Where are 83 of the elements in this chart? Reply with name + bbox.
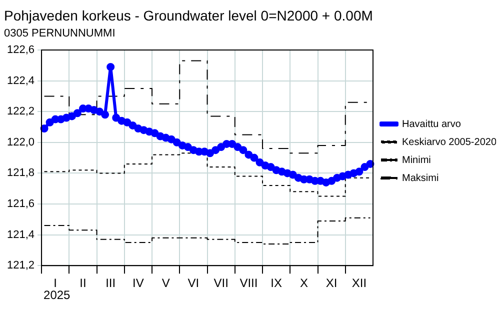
point xyxy=(328,176,336,185)
point xyxy=(283,169,292,178)
point xyxy=(310,176,319,185)
legend-label: Minimi xyxy=(402,154,431,166)
point xyxy=(118,116,126,125)
y-tick-label: 122,0 xyxy=(6,136,35,148)
point xyxy=(172,138,181,146)
x-tick-label: II xyxy=(80,276,86,290)
point xyxy=(212,146,220,154)
point xyxy=(338,172,347,180)
y-tick-label: 122,6 xyxy=(6,44,35,56)
point xyxy=(322,178,330,186)
point xyxy=(162,134,170,142)
point xyxy=(355,168,364,176)
legend-label: Keskiarvo 2005-2020 xyxy=(402,136,497,148)
y-tick-label: 121,8 xyxy=(6,167,35,180)
point xyxy=(62,114,70,122)
x-tick-label: VIII xyxy=(240,276,258,290)
y-tick-label: 122,4 xyxy=(6,74,35,87)
x-tick-label: VI xyxy=(188,276,200,290)
x-tick-label: V xyxy=(162,276,170,290)
point xyxy=(73,109,82,118)
point xyxy=(40,124,48,133)
point xyxy=(51,115,60,124)
chart-subtitle: 0305 PERNUNNUMMI xyxy=(4,27,116,40)
x-tick-label: XI xyxy=(326,276,338,290)
chart-title: Pohjaveden korkeus - Groundwater level 0=N2000 + 0.00M xyxy=(4,7,373,24)
text: 2025 xyxy=(44,288,71,302)
point xyxy=(123,118,132,126)
y-tick-label: 121,2 xyxy=(6,260,35,272)
point xyxy=(106,62,115,71)
x-tick-label: I xyxy=(54,276,58,290)
point xyxy=(156,132,164,140)
point xyxy=(178,141,186,150)
point xyxy=(256,158,264,166)
point xyxy=(261,162,270,170)
point xyxy=(366,160,374,168)
point xyxy=(244,150,253,159)
point xyxy=(167,135,176,144)
x-tick-label: X xyxy=(300,276,308,290)
point xyxy=(46,118,54,126)
point xyxy=(194,148,203,156)
point xyxy=(150,129,159,138)
point xyxy=(344,170,352,179)
point xyxy=(78,104,87,113)
y-tick-label: 122,2 xyxy=(6,106,35,118)
point xyxy=(360,163,369,172)
point xyxy=(278,168,286,176)
point xyxy=(112,114,120,122)
point xyxy=(333,174,342,182)
point xyxy=(294,174,302,182)
point xyxy=(184,143,192,152)
point xyxy=(134,124,142,133)
point xyxy=(239,146,248,154)
point xyxy=(140,126,148,134)
point xyxy=(350,169,358,178)
point xyxy=(250,154,258,162)
x-tick-label: VII xyxy=(214,276,228,290)
point xyxy=(101,110,110,119)
point xyxy=(217,143,226,152)
point xyxy=(145,128,154,136)
y-tick-label: 121,4 xyxy=(6,228,35,241)
x-tick-label: IX xyxy=(270,276,282,290)
legend-label: Maksimi xyxy=(402,172,439,184)
point xyxy=(189,146,198,154)
point xyxy=(96,108,104,116)
point xyxy=(128,121,137,130)
legend-label: Havaittu arvo xyxy=(402,118,462,130)
x-tick-label: III xyxy=(106,276,116,290)
point xyxy=(234,143,242,152)
y-tick-label: 121,6 xyxy=(6,198,35,210)
x-tick-label: IV xyxy=(132,276,144,290)
point xyxy=(200,148,208,156)
point xyxy=(316,176,325,185)
point xyxy=(90,106,98,114)
point xyxy=(206,149,214,158)
point xyxy=(266,163,275,172)
x-tick-label: XII xyxy=(352,276,367,290)
point xyxy=(300,175,308,184)
point xyxy=(68,112,76,120)
point xyxy=(288,170,297,179)
point xyxy=(228,140,236,148)
point xyxy=(272,166,280,174)
